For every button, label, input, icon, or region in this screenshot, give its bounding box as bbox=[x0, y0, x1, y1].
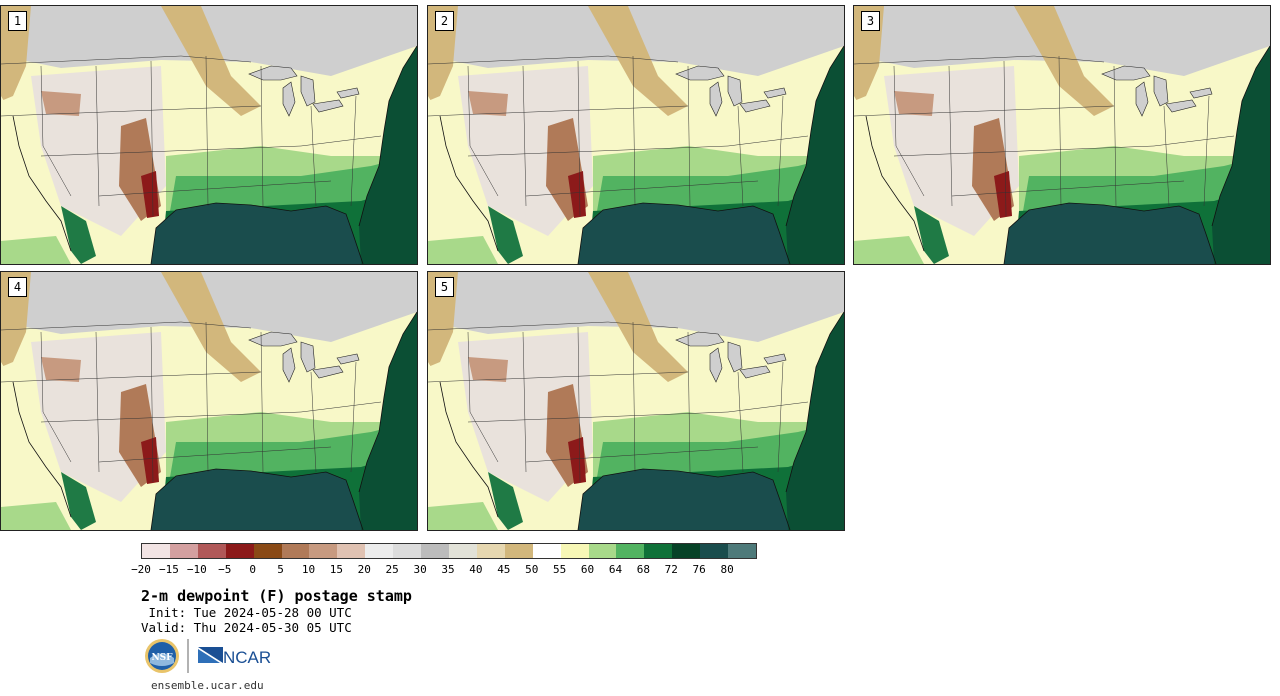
ncar-logo-text: NCAR bbox=[223, 648, 271, 667]
colorbar-tick-label: 25 bbox=[385, 563, 399, 576]
colorbar-segment bbox=[365, 544, 394, 558]
dewpoint-map-4 bbox=[1, 272, 417, 530]
dewpoint-map-2 bbox=[428, 6, 844, 264]
colorbar-tick-labels: −20 −15 −10 −5 0 5 10 15 20 25 30 35 40 45 50 55 60 64 68 7… bbox=[131, 563, 757, 577]
nsf-logo-text: NSF bbox=[151, 653, 173, 663]
colorbar-tick-label: 20 bbox=[357, 563, 371, 576]
colorbar-tick-label: 30 bbox=[413, 563, 427, 576]
colorbar-segment bbox=[225, 544, 254, 558]
colorbar-segment bbox=[672, 544, 701, 558]
colorbar-tick-label: −20 bbox=[131, 563, 151, 576]
map-panel-5[interactable]: 5 bbox=[427, 271, 845, 531]
colorbar-segment bbox=[448, 544, 477, 558]
colorbar-segment bbox=[197, 544, 226, 558]
colorbar-tick-label: 35 bbox=[441, 563, 455, 576]
colorbar-segment bbox=[588, 544, 617, 558]
dewpoint-map-1 bbox=[1, 6, 417, 264]
colorbar-tick-label: −10 bbox=[186, 563, 207, 576]
dewpoint-colorbar bbox=[141, 543, 757, 559]
dewpoint-map-3 bbox=[854, 6, 1270, 264]
colorbar-tick-label: 45 bbox=[497, 563, 511, 576]
colorbar-segment bbox=[476, 544, 505, 558]
colorbar-segment bbox=[169, 544, 198, 558]
nsf-logo: NSF bbox=[145, 639, 179, 673]
colorbar-tick-label: 76 bbox=[692, 563, 706, 576]
colorbar-tick-label: 50 bbox=[525, 563, 539, 576]
colorbar-segment bbox=[700, 544, 729, 558]
colorbar-segment bbox=[504, 544, 533, 558]
map-panel-4[interactable]: 4 bbox=[0, 271, 418, 531]
colorbar-tick-label: 64 bbox=[608, 563, 623, 576]
panel-number-label: 2 bbox=[435, 11, 454, 31]
colorbar-tick-label: 15 bbox=[329, 563, 343, 576]
colorbar-tick-label: −15 bbox=[158, 563, 179, 576]
init-time: Init: Tue 2024-05-28 00 UTC bbox=[141, 605, 352, 620]
colorbar-segment bbox=[728, 544, 756, 558]
colorbar-segment bbox=[560, 544, 589, 558]
colorbar-segment bbox=[337, 544, 366, 558]
colorbar-tick-label: 72 bbox=[664, 563, 678, 576]
colorbar-segment bbox=[309, 544, 338, 558]
map-panel-1[interactable]: 1 bbox=[0, 5, 418, 265]
colorbar-tick-label: 80 bbox=[720, 563, 734, 576]
colorbar-tick-label: 60 bbox=[580, 563, 595, 576]
dewpoint-map-5 bbox=[428, 272, 844, 530]
colorbar-tick-label: 0 bbox=[249, 563, 256, 576]
colorbar-segment bbox=[616, 544, 645, 558]
logos: NSF NCAR bbox=[143, 637, 283, 677]
colorbar-segment bbox=[393, 544, 422, 558]
map-panel-2[interactable]: 2 bbox=[427, 5, 845, 265]
ncar-logo: NCAR bbox=[198, 647, 271, 667]
colorbar-segment bbox=[253, 544, 282, 558]
colorbar-segment bbox=[532, 544, 561, 558]
colorbar-tick-label: 10 bbox=[301, 563, 316, 576]
panel-number-label: 3 bbox=[861, 11, 880, 31]
colorbar-segment bbox=[142, 544, 170, 558]
colorbar-segment bbox=[421, 544, 449, 558]
colorbar-tick-label: 40 bbox=[469, 563, 483, 576]
colorbar-tick-label: 68 bbox=[636, 563, 650, 576]
logo-group: NSF NCAR bbox=[145, 639, 271, 673]
colorbar-tick-label: −5 bbox=[218, 563, 232, 576]
map-panel-3[interactable]: 3 bbox=[853, 5, 1271, 265]
figure-title: 2-m dewpoint (F) postage stamp bbox=[141, 587, 412, 605]
colorbar-tick-label: 5 bbox=[277, 563, 284, 576]
panel-number-label: 5 bbox=[435, 277, 454, 297]
panel-number-label: 1 bbox=[8, 11, 27, 31]
colorbar-segment bbox=[644, 544, 673, 558]
valid-time: Valid: Thu 2024-05-30 05 UTC bbox=[141, 620, 352, 635]
panel-number-label: 4 bbox=[8, 277, 27, 297]
site-url[interactable]: ensemble.ucar.edu bbox=[151, 679, 264, 692]
colorbar-tick-label: 55 bbox=[553, 563, 567, 576]
colorbar-segment bbox=[281, 544, 310, 558]
